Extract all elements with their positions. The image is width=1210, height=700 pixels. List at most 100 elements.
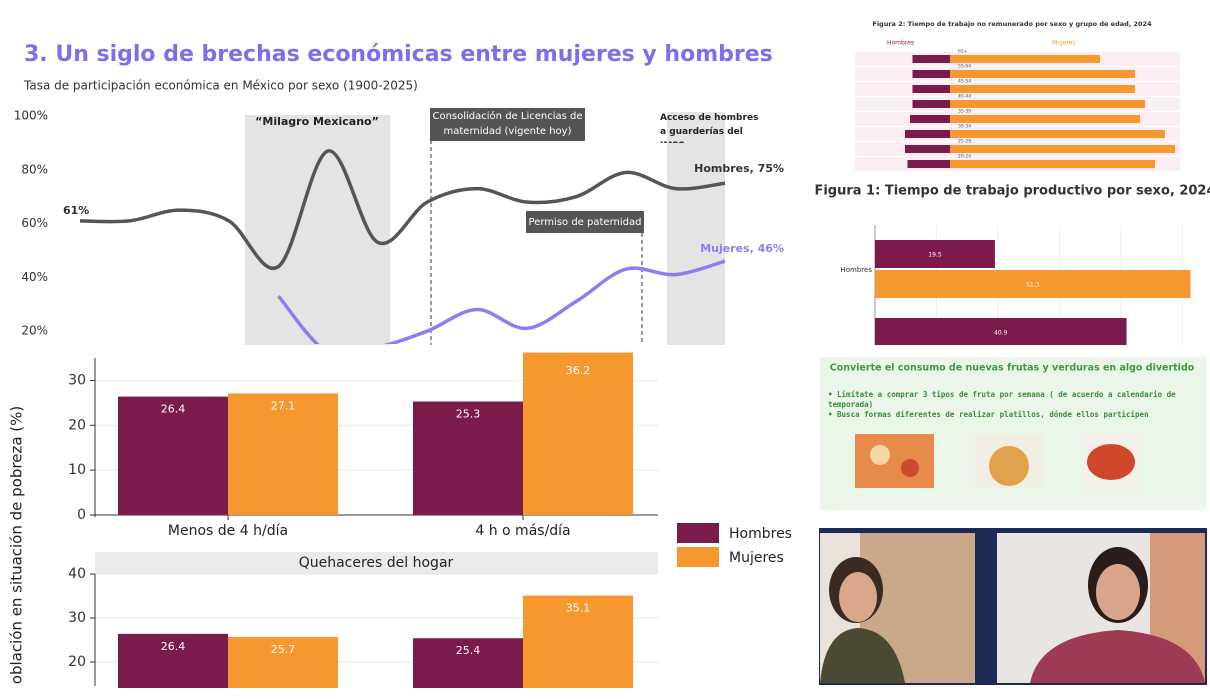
value-label: 35.1 — [566, 602, 591, 615]
bar — [523, 352, 633, 515]
bar — [950, 85, 1135, 93]
y-tick-label: 100% — [14, 109, 48, 123]
bar — [905, 130, 950, 138]
legend-label: Mujeres — [729, 550, 784, 566]
bar — [910, 115, 950, 123]
annotation-box — [430, 108, 585, 141]
food-photo — [855, 434, 934, 488]
body — [1030, 630, 1205, 683]
x-tick-label: 4 h o más/día — [475, 523, 570, 539]
bullet: • Busca formas diferentes de realizar pl… — [828, 410, 1149, 419]
end-label: Mujeres, 46% — [700, 242, 784, 255]
start-label: 61% — [63, 204, 89, 217]
value-label: 25.7 — [271, 643, 296, 656]
bar — [228, 636, 338, 688]
group-label: 55-64 — [958, 64, 971, 70]
face — [839, 572, 877, 622]
y-tick-label: 30 — [68, 372, 86, 388]
facet-title: Quehaceres del hogar — [299, 555, 454, 571]
annotation: Permiso de paternidad — [529, 217, 642, 228]
bar — [950, 160, 1155, 168]
bullet-text: Busca formas diferentes de realizar plat… — [837, 410, 1149, 419]
value-label: 26.4 — [161, 640, 186, 653]
bar — [950, 100, 1145, 108]
y-tick-label: 20 — [68, 654, 86, 670]
y-tick-label: 60% — [21, 216, 48, 230]
series-line — [277, 259, 726, 344]
group-label: 30-34 — [958, 124, 971, 130]
bar — [912, 55, 950, 63]
group-label: 45-54 — [958, 79, 971, 85]
y-tick-label: 80% — [21, 162, 48, 176]
bullet-text: Limítate a comprar 3 tipos de fruta por … — [828, 390, 1176, 409]
shade-band — [245, 115, 390, 345]
bar — [523, 595, 633, 688]
y-tick-label: 20 — [68, 417, 86, 433]
body — [820, 628, 905, 683]
food-detail — [901, 459, 919, 477]
bar — [912, 100, 950, 108]
bar — [413, 638, 523, 688]
facet-strip — [95, 552, 658, 574]
bar — [950, 70, 1135, 78]
bar — [875, 318, 1127, 345]
figure-header: Hombres — [887, 40, 914, 47]
value-label: 25.4 — [456, 644, 481, 657]
value-label: 25.3 — [456, 408, 481, 421]
bar — [875, 240, 995, 268]
food-detail — [870, 445, 890, 465]
y-tick-label: 20% — [21, 324, 48, 338]
value-label: 26.4 — [161, 403, 186, 416]
bar — [950, 130, 1165, 138]
annotation: “Milagro Mexicano” — [255, 115, 379, 128]
legend-swatch — [677, 523, 719, 543]
y-tick-label: 40 — [68, 566, 86, 582]
legend-label: Hombres — [729, 526, 792, 542]
figure-title: Figura 2: Tiempo de trabajo no remunerad… — [872, 20, 1152, 28]
value-label: 19.5 — [928, 252, 942, 259]
bar — [950, 55, 1100, 63]
bullet: • Limítate a comprar 3 tipos de fruta po… — [828, 390, 1176, 409]
group-label: 65+ — [958, 49, 968, 55]
y-tick-label: 40% — [21, 270, 48, 284]
legend-swatch — [677, 547, 719, 567]
value-label: 36.2 — [566, 364, 591, 377]
bar — [118, 396, 228, 515]
bar — [118, 633, 228, 688]
bar — [950, 145, 1175, 153]
y-tick-label: 10 — [68, 462, 86, 478]
tips-bullets: • Limítate a comprar 3 tipos de fruta po… — [828, 390, 1176, 419]
annotation-box — [526, 211, 644, 233]
bar — [875, 270, 1191, 298]
y-tick-label: 0 — [77, 507, 86, 523]
bar — [912, 85, 950, 93]
food-detail — [1087, 444, 1135, 480]
x-tick-label: Menos de 4 h/día — [168, 523, 288, 539]
slide-title: 3. Un siglo de brechas económicas entre … — [24, 42, 773, 67]
bar — [413, 401, 523, 515]
figure-title: Figura 1: Tiempo de trabajo productivo p… — [814, 184, 1210, 199]
annotation-text: Consolidación de Licencias de maternidad… — [432, 111, 583, 137]
bar — [950, 115, 1140, 123]
bar — [912, 70, 950, 78]
group-label: 35-39 — [958, 109, 971, 115]
value-label: 40.9 — [994, 330, 1008, 337]
annotation: Consolidación de Licencias de maternidad… — [432, 111, 583, 137]
group-label: 40-44 — [958, 94, 971, 100]
bar — [228, 393, 338, 515]
group-label: 25-29 — [958, 139, 971, 145]
end-label: Hombres, 75% — [694, 162, 784, 175]
face — [1096, 564, 1140, 620]
value-label: 51.3 — [1026, 282, 1040, 289]
y-axis-label: oblación en situación de pobreza (%) — [8, 406, 26, 684]
figure-header: Mujeres — [1052, 40, 1076, 47]
annotation: Acceso de hombres a guarderías del IMSS — [660, 113, 758, 143]
group-label: 20-24 — [958, 154, 971, 160]
food-detail — [989, 446, 1029, 486]
value-label: 27.1 — [271, 399, 296, 412]
y-tick-label: Hombres — [841, 266, 873, 274]
slide-subtitle: Tasa de participación económica en Méxic… — [23, 79, 418, 93]
bar — [907, 160, 950, 168]
series-line — [79, 149, 726, 271]
